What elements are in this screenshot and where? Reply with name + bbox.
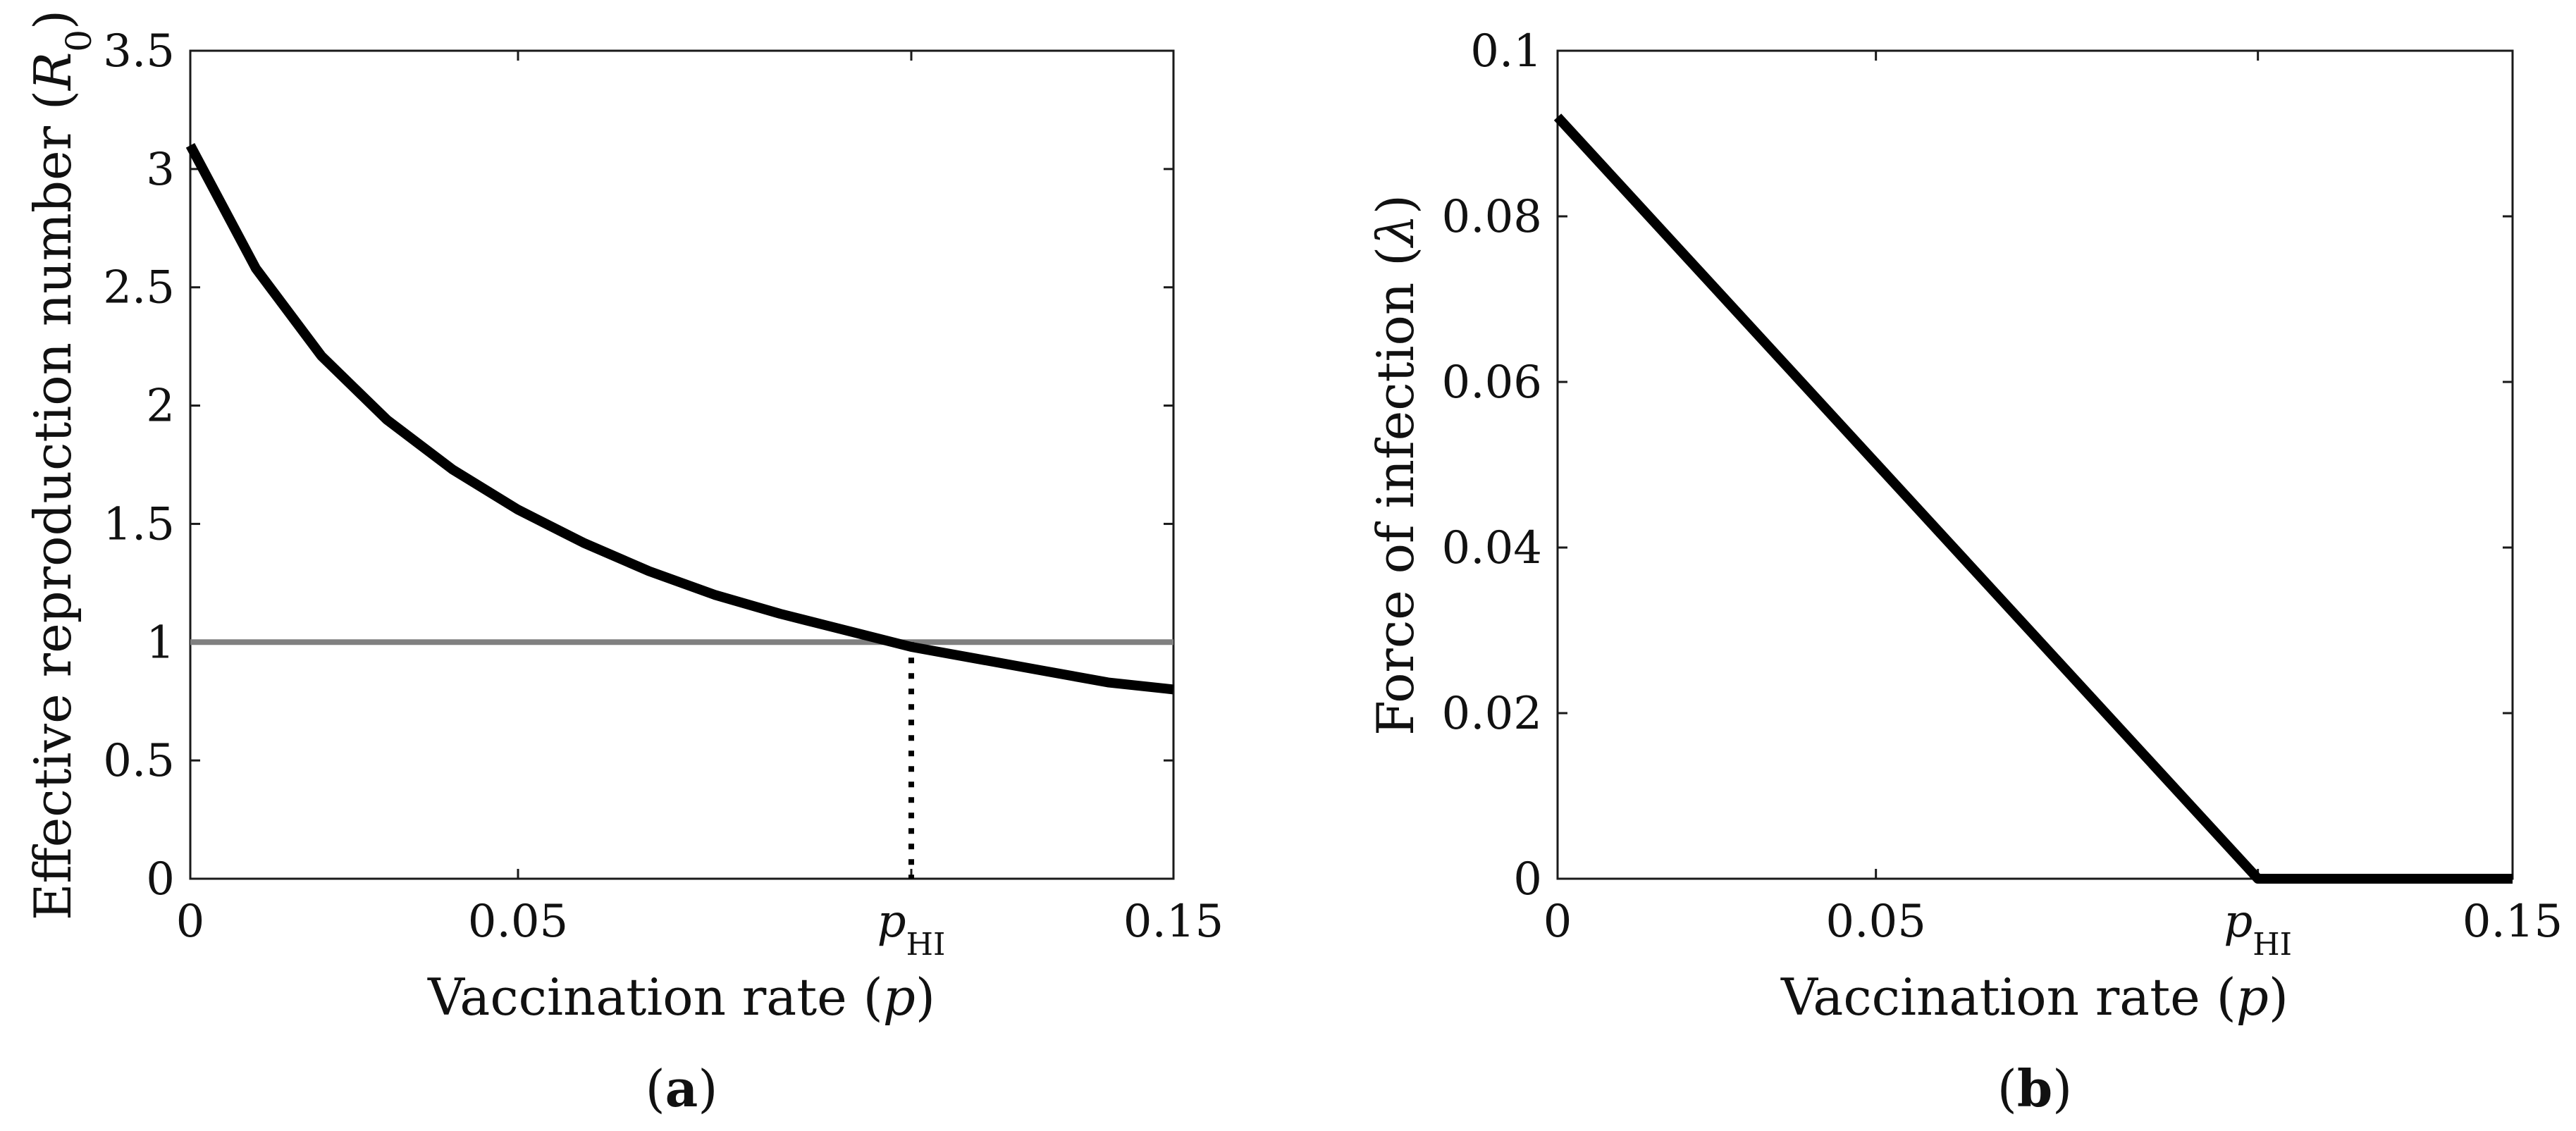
panel-b-y-axis-label-text: Force of infection [1366, 283, 1425, 736]
panel-b-series-line [1553, 113, 2513, 884]
panel-a-y-axis-symbol: R [23, 52, 82, 92]
panel-b-x-tick-label-sub: HI [2253, 927, 2292, 963]
panel-b-x-tick-label-main: p [2224, 896, 2253, 948]
panel-a-x-tick-label-sub: HI [906, 927, 946, 963]
panel-a-y-tick-label: 0.5 [103, 735, 175, 787]
panel-a-y-tick-label: 1 [146, 617, 175, 669]
panel-b-x-tick-label: 0.05 [1825, 896, 1926, 948]
panel-b-x-tick-label: pHI [2224, 896, 2292, 963]
panel-b-label-letter: b [2017, 1058, 2052, 1118]
panel-b-y-tick-label: 0.06 [1442, 357, 1543, 409]
panel-a-x-tick-label: pHI [877, 896, 946, 963]
panel-a-label-letter: a [665, 1058, 698, 1118]
panel-b-label: (b) [1997, 1058, 2073, 1118]
panel-a-x-axis-label-text: Vaccination rate [427, 968, 847, 1027]
panel-b-x-tick-label: 0.15 [2463, 896, 2563, 948]
panel-a-series-line [185, 143, 1174, 695]
panel-a: Vaccination rate (p) Effective reproduct… [23, 10, 1224, 1118]
panel-a-y-tick-label: 3 [146, 144, 175, 196]
panel-a-plot-area [189, 49, 1175, 880]
panel-a-y-tick-label: 1.5 [103, 498, 175, 550]
panel-a-y-tick-label: 0 [146, 853, 175, 906]
panel-a-x-tick-label-main: 0 [176, 896, 205, 948]
panel-a-label: (a) [646, 1058, 718, 1118]
panel-b-y-tick-label: 0.04 [1442, 522, 1543, 574]
panel-a-y-axis-label-text: Effective reproduction number [23, 125, 82, 920]
panel-b-x-axis-label: Vaccination rate (p) [1780, 968, 2288, 1027]
panel-b-y-axis-symbol: λ [1366, 214, 1425, 249]
panel-b: Vaccination rate (p) Force of infection … [1366, 25, 2563, 1118]
panel-b-x-axis-symbol: p [2236, 968, 2269, 1027]
panel-a-y-axis-subscript: 0 [58, 30, 99, 52]
panel-b-y-tick-label: 0.02 [1442, 688, 1543, 740]
panel-a-y-tick-label: 3.5 [103, 25, 175, 78]
panel-a-y-tick-label: 2 [146, 381, 175, 433]
panel-b-x-tick-label-main: 0.05 [1825, 896, 1926, 948]
panel-a-x-tick-label: 0.05 [468, 896, 569, 948]
panel-b-y-tick-label: 0.08 [1442, 191, 1543, 243]
panel-b-x-tick-label-main: 0 [1543, 896, 1572, 948]
panel-a-x-tick-label: 0.15 [1123, 896, 1224, 948]
panel-b-x-axis-label-text: Vaccination rate [1780, 968, 2200, 1027]
panel-b-y-tick-label: 0 [1513, 853, 1542, 906]
panel-a-x-axis-label: Vaccination rate (p) [427, 968, 935, 1027]
panel-a-x-tick-label: 0 [176, 896, 205, 948]
panel-b-x-tick-label: 0 [1543, 896, 1572, 948]
panel-b-y-axis-label: Force of infection (λ) [1366, 194, 1425, 736]
panel-a-y-tick-label: 2.5 [103, 262, 175, 314]
panel-b-y-tick-label: 0.1 [1470, 25, 1542, 78]
panel-a-x-tick-label-main: 0.05 [468, 896, 569, 948]
panel-a-x-tick-label-main: 0.15 [1123, 896, 1224, 948]
panel-a-y-axis-label: Effective reproduction number (R0) [23, 10, 99, 920]
panel-b-x-tick-label-main: 0.15 [2463, 896, 2563, 948]
panel-b-plot-area [1556, 49, 2514, 880]
panel-a-x-tick-label-main: p [877, 896, 906, 948]
panel-a-x-axis-symbol: p [883, 968, 916, 1027]
